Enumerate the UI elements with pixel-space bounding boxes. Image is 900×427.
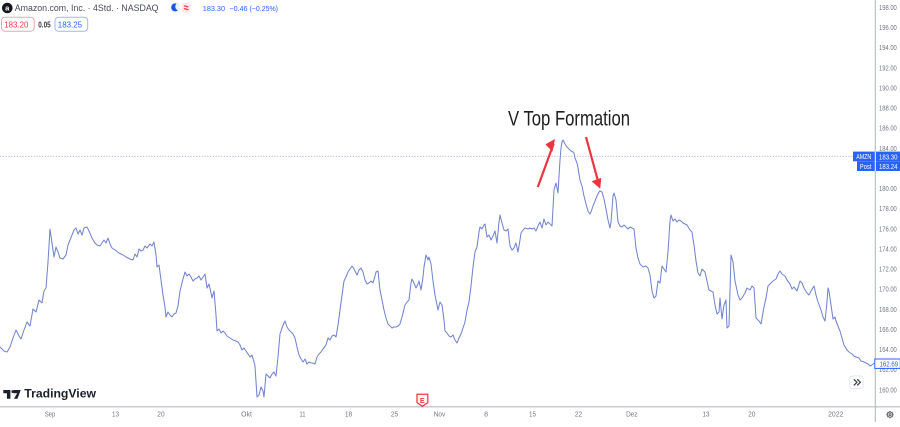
- svg-text:V Top Formation: V Top Formation: [508, 107, 630, 130]
- svg-text:196.00: 196.00: [879, 23, 897, 32]
- svg-text:13: 13: [112, 410, 119, 419]
- svg-text:192.00: 192.00: [879, 63, 897, 72]
- svg-text:162.00: 162.00: [879, 365, 897, 374]
- svg-text:176.00: 176.00: [879, 224, 897, 233]
- svg-text:174.00: 174.00: [879, 244, 897, 253]
- svg-text:194.00: 194.00: [879, 43, 897, 52]
- svg-text:190.00: 190.00: [879, 84, 897, 93]
- svg-text:AMZN: AMZN: [856, 154, 871, 161]
- svg-text:184.00: 184.00: [879, 144, 897, 153]
- svg-text:2022: 2022: [828, 410, 843, 419]
- svg-text:Nov: Nov: [434, 410, 446, 419]
- svg-text:188.00: 188.00: [879, 104, 897, 113]
- svg-text:15: 15: [529, 410, 536, 419]
- svg-text:13: 13: [703, 410, 710, 419]
- svg-text:170.00: 170.00: [879, 285, 897, 294]
- svg-text:a: a: [5, 4, 10, 13]
- svg-text:25: 25: [391, 410, 398, 419]
- svg-text:E: E: [420, 396, 425, 405]
- svg-text:20: 20: [157, 410, 164, 419]
- svg-text:Dez: Dez: [626, 410, 638, 419]
- svg-text:Okt: Okt: [241, 410, 253, 419]
- svg-text:TradingView: TradingView: [24, 387, 96, 401]
- svg-text:Post: Post: [860, 164, 871, 171]
- svg-text:183.24: 183.24: [879, 162, 898, 171]
- svg-text:186.00: 186.00: [879, 124, 897, 133]
- svg-text:166.00: 166.00: [879, 325, 897, 334]
- svg-text:11: 11: [299, 410, 305, 419]
- svg-text:−0.46: −0.46: [230, 4, 248, 13]
- svg-text:22: 22: [575, 410, 582, 419]
- svg-text:20: 20: [748, 410, 755, 419]
- svg-text:Amazon.com, Inc. · 4Std. · NAS: Amazon.com, Inc. · 4Std. · NASDAQ: [15, 3, 159, 13]
- svg-text:168.00: 168.00: [879, 305, 897, 314]
- svg-text:164.00: 164.00: [879, 345, 897, 354]
- svg-text:Sep: Sep: [45, 410, 56, 419]
- svg-text:160.00: 160.00: [879, 385, 897, 394]
- svg-text:(−0.25%): (−0.25%): [250, 4, 279, 13]
- svg-text:162.69: 162.69: [880, 359, 899, 368]
- svg-text:183.30: 183.30: [879, 152, 898, 161]
- svg-text:183.30: 183.30: [203, 4, 225, 13]
- svg-text:198.00: 198.00: [879, 3, 897, 12]
- svg-text:0.05: 0.05: [38, 20, 51, 30]
- svg-text:18: 18: [345, 410, 352, 419]
- svg-text:183.20: 183.20: [4, 20, 28, 30]
- svg-text:183.25: 183.25: [58, 20, 82, 30]
- svg-text:8: 8: [484, 410, 488, 419]
- svg-text:180.00: 180.00: [879, 184, 897, 193]
- svg-text:178.00: 178.00: [879, 204, 897, 213]
- svg-text:172.00: 172.00: [879, 265, 897, 274]
